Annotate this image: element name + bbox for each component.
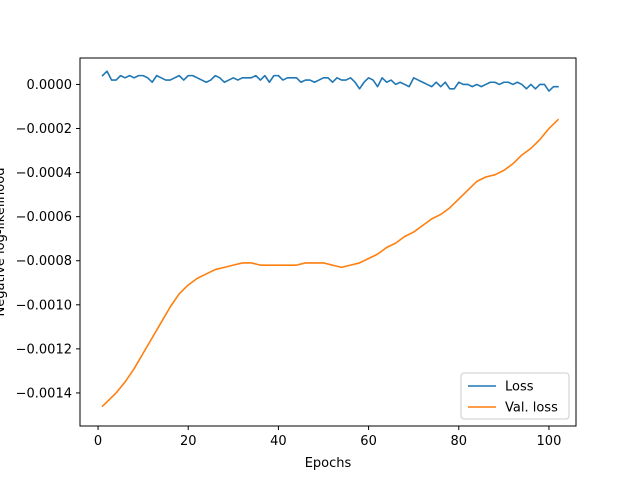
x-tick-label: 20 — [180, 434, 197, 449]
legend-label-val-loss: Val. loss — [505, 401, 558, 416]
y-tick-label: −0.0006 — [16, 210, 72, 225]
axes-frame — [79, 57, 577, 427]
y-tick-label: −0.0010 — [16, 298, 72, 313]
series-line-loss — [101, 70, 559, 92]
x-axis-label: Epochs — [305, 456, 352, 471]
x-tick-label: 60 — [360, 434, 377, 449]
y-tick-label: −0.0008 — [16, 254, 72, 269]
y-tick-label: −0.0014 — [16, 386, 72, 401]
series-line-val-loss — [101, 118, 560, 408]
y-tick-label: −0.0012 — [16, 342, 72, 357]
x-tick-label: 40 — [270, 434, 287, 449]
x-tick-label: 100 — [537, 434, 562, 449]
x-tick-label: 0 — [94, 434, 102, 449]
y-tick-label: −0.0002 — [16, 122, 72, 137]
axes: 0 20 40 60 80 100 0.0000 −0.0002 −0.0004 −0.0006 −… — [16, 57, 577, 449]
legend: Loss Val. loss — [460, 372, 570, 420]
x-tick-label: 80 — [450, 434, 467, 449]
y-tick-label: −0.0004 — [16, 166, 72, 181]
plot-area — [101, 70, 560, 408]
legend-label-loss: Loss — [505, 380, 534, 395]
y-tick-label: 0.0000 — [27, 78, 73, 93]
y-axis-label: Negative log-likelihood — [0, 168, 8, 317]
